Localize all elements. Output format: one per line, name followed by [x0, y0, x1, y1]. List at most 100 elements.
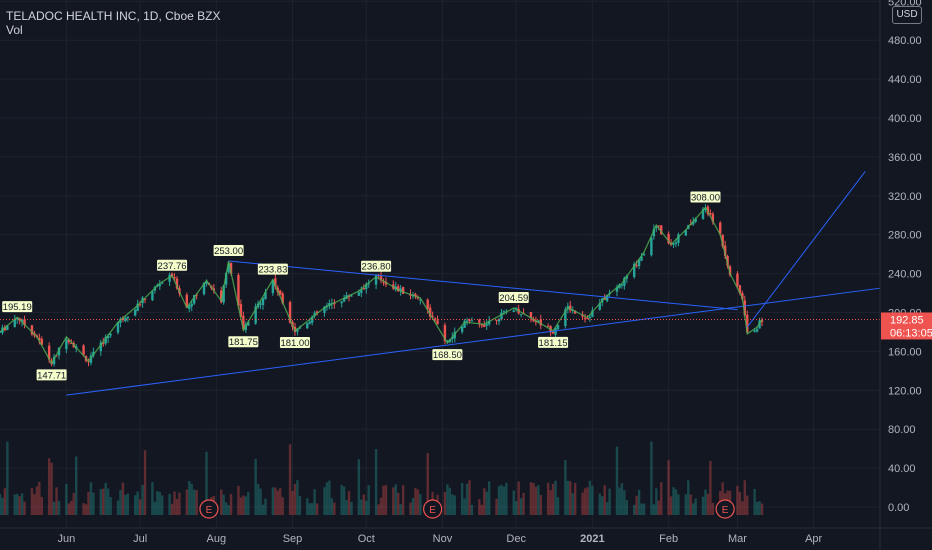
- candle-body: [161, 282, 164, 284]
- candle-body: [190, 303, 193, 307]
- pivot-label: 233.83: [258, 265, 287, 276]
- candle-body: [512, 310, 515, 312]
- candle-body: [271, 279, 275, 294]
- volume-bar: [655, 488, 658, 515]
- candle-body: [694, 218, 697, 222]
- candle-body: [642, 254, 646, 256]
- volume-bar: [138, 499, 142, 515]
- volume-bar: [192, 489, 196, 515]
- volume-bar: [465, 483, 469, 515]
- volume-bar: [755, 501, 759, 515]
- volume-bar: [382, 485, 385, 515]
- volume-bar: [620, 483, 624, 515]
- pivot-label-bg: [2, 301, 33, 313]
- volume-bars: [0, 441, 764, 515]
- volume-bar: [377, 504, 380, 515]
- candle-body: [274, 278, 277, 287]
- time-tick-label: Aug: [207, 533, 227, 545]
- volume-bar: [669, 496, 673, 515]
- pivot-label: 308.00: [691, 192, 720, 203]
- candle-body: [701, 208, 705, 219]
- candle-body: [753, 330, 756, 332]
- volume-bar: [18, 496, 21, 515]
- candle-body: [652, 228, 656, 237]
- volume-bar: [136, 491, 139, 515]
- volume-bar: [443, 492, 447, 515]
- candle-body: [738, 285, 742, 294]
- symbol-title[interactable]: TELADOC HEALTH INC, 1D, Cboe BZX: [6, 9, 221, 23]
- candle-body: [706, 206, 710, 215]
- candle-body: [677, 234, 680, 243]
- candle-body: [379, 275, 383, 281]
- volume-bar: [758, 501, 761, 515]
- candle-body: [362, 288, 365, 290]
- earnings-icon-letter: E: [722, 505, 729, 516]
- volume-bar: [35, 486, 39, 515]
- volume-bar: [694, 498, 697, 515]
- volume-bar: [605, 502, 609, 515]
- candle-body: [212, 288, 216, 291]
- trendline: [66, 287, 881, 396]
- volume-bar: [529, 482, 533, 515]
- candle-body: [672, 243, 675, 245]
- candle-body: [620, 284, 624, 286]
- price-tick-label: 240.00: [888, 269, 922, 281]
- candle-body: [126, 316, 130, 319]
- volume-legend[interactable]: Vol: [6, 23, 23, 37]
- volume-bar: [495, 498, 498, 515]
- volume-bar: [323, 487, 326, 515]
- volume-bar: [229, 493, 233, 515]
- candle-body: [401, 287, 405, 294]
- currency-badge[interactable]: USD: [892, 6, 922, 24]
- volume-bar: [414, 488, 417, 515]
- pivot-label-bg: [279, 336, 310, 348]
- volume-bar: [151, 481, 154, 515]
- volume-bar: [743, 480, 747, 515]
- volume-bar: [674, 489, 678, 515]
- candle-body: [52, 356, 56, 365]
- time-axis[interactable]: Jun Jul Aug Sep Oct Nov Dec 2021 Feb Mar Apr: [0, 527, 932, 545]
- candle-body: [124, 317, 127, 322]
- candle-body: [138, 304, 142, 306]
- candle-body: [173, 277, 176, 279]
- candle-body: [428, 307, 432, 317]
- volume-bar: [687, 480, 690, 515]
- candle-body: [495, 319, 498, 321]
- volume-bar: [222, 494, 225, 515]
- volume-bar: [220, 489, 223, 515]
- volume-bar: [515, 501, 518, 515]
- price-axis[interactable]: 0.0040.0080.00120.00160.00200.00240.0028…: [879, 0, 932, 550]
- volume-bar: [328, 480, 331, 515]
- candle-body: [121, 317, 125, 320]
- time-tick-label: Feb: [659, 533, 678, 545]
- trendlines[interactable]: [66, 171, 881, 396]
- volume-bar: [677, 494, 680, 515]
- candle-body: [497, 318, 501, 322]
- candle-body: [637, 259, 641, 267]
- candle-body: [397, 286, 400, 292]
- volume-bar: [480, 504, 483, 515]
- volume-bar: [141, 484, 144, 515]
- candle-body: [20, 319, 24, 322]
- candle-body: [487, 320, 491, 325]
- volume-bar: [276, 490, 279, 515]
- volume-bar: [623, 490, 626, 515]
- candle-body: [367, 283, 370, 285]
- volume-bar: [20, 493, 24, 515]
- volume-bar: [261, 504, 265, 515]
- candle-body: [519, 314, 523, 316]
- candle-body: [40, 338, 43, 345]
- volume-bar: [660, 482, 663, 515]
- candle-body: [109, 333, 112, 336]
- candle-body: [583, 317, 587, 319]
- volume-bar: [502, 486, 506, 515]
- volume-bar: [701, 496, 705, 515]
- candle-body: [55, 355, 58, 357]
- volume-bar: [667, 460, 670, 515]
- candle-body: [313, 312, 316, 316]
- volume-bar: [394, 484, 397, 515]
- last-price-label: 192.85: [890, 314, 924, 326]
- volume-bar: [75, 456, 78, 515]
